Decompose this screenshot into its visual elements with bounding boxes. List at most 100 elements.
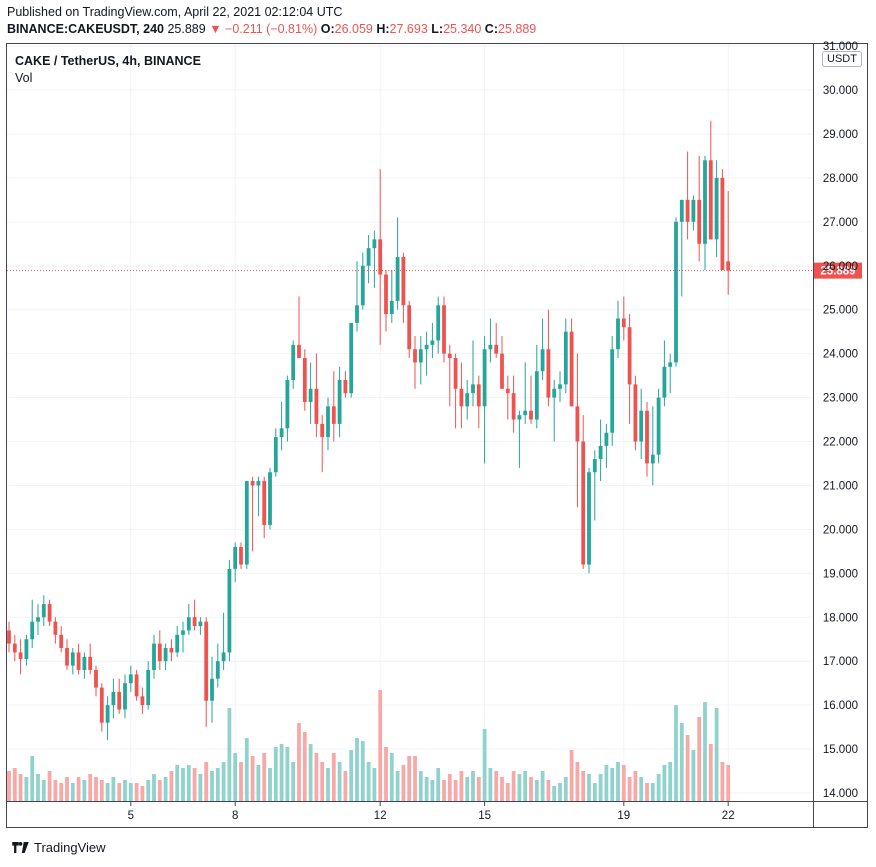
time-tick-label: 12 xyxy=(374,810,387,822)
price-tick-label: 23.000 xyxy=(823,393,858,405)
volume-bar xyxy=(616,762,620,801)
volume-bar xyxy=(53,780,58,801)
volume-bar xyxy=(302,732,307,801)
candle-body xyxy=(511,393,516,420)
last-price-badge-bg xyxy=(814,262,862,279)
candle-body xyxy=(30,621,35,640)
close-label: C: xyxy=(484,22,498,36)
volume-bars xyxy=(7,690,731,801)
volume-bar xyxy=(204,762,209,801)
last-price-line: 25.889 xyxy=(7,262,862,279)
volume-bar xyxy=(552,786,557,801)
volume-bar xyxy=(517,774,522,801)
candle-body xyxy=(88,656,93,670)
price-axis: 14.000 15.000 16.000 17.000 18.000 19.000 20.0… xyxy=(823,41,858,800)
chart-legend-title: CAKE / TetherUS, 4h, BINANCE xyxy=(15,54,201,68)
candle-body xyxy=(720,177,725,271)
price-tick-label: 19.000 xyxy=(823,568,858,580)
time-tick-label: 22 xyxy=(722,810,735,822)
volume-bar xyxy=(633,771,638,801)
volume-bar xyxy=(30,756,35,801)
volume-bar xyxy=(703,702,707,801)
volume-bar xyxy=(76,777,81,801)
candle-body xyxy=(186,617,191,631)
candle-body xyxy=(424,344,429,350)
volume-bar xyxy=(679,723,684,801)
low-value: 25.340 xyxy=(443,22,482,36)
price-tick-label: 26.000 xyxy=(823,261,858,273)
candle-body xyxy=(639,410,644,442)
price-change: −0.211 (−0.81%) xyxy=(225,22,318,36)
candle-body xyxy=(662,366,667,398)
volume-bar xyxy=(41,780,46,801)
candle-body xyxy=(7,630,11,644)
candle-body xyxy=(505,388,510,394)
candle-body xyxy=(215,661,220,679)
volume-bar xyxy=(482,729,487,801)
price-tick-label: 29.000 xyxy=(823,129,858,141)
published-line: Published on TradingView.com, April 22, … xyxy=(7,5,343,19)
symbol-label: BINANCE:CAKEUSDT, 240 xyxy=(7,22,164,36)
open-label: O: xyxy=(320,22,335,36)
volume-bar xyxy=(418,771,423,801)
candle-body xyxy=(82,656,87,670)
candle-body xyxy=(117,691,122,710)
candle-body xyxy=(326,406,330,438)
price-tick-label: 14.000 xyxy=(823,788,858,800)
volume-bar xyxy=(175,765,180,801)
candle-body xyxy=(726,261,731,271)
volume-bar xyxy=(720,762,725,801)
volume-bar xyxy=(708,744,713,801)
volume-bar xyxy=(372,768,377,801)
volume-bar xyxy=(575,762,580,801)
volume-bar xyxy=(697,717,702,801)
volume-bar xyxy=(181,768,185,801)
volume-bar xyxy=(99,780,104,801)
candle-body xyxy=(465,393,470,407)
volume-bar xyxy=(36,774,40,801)
volume-bar xyxy=(511,771,516,801)
candle-body xyxy=(134,674,139,697)
candle-body xyxy=(447,353,452,359)
candle-body xyxy=(59,634,64,649)
candle-body xyxy=(70,652,75,666)
candle-body xyxy=(285,379,290,429)
volume-bar xyxy=(349,750,354,801)
candle-body xyxy=(621,318,626,328)
candle-body xyxy=(157,643,162,662)
candle-body xyxy=(563,331,568,385)
candle-body xyxy=(558,384,562,389)
candle-body xyxy=(471,384,475,394)
footer-brand[interactable]: TradingView xyxy=(12,840,106,855)
volume-bar xyxy=(239,762,243,801)
candle-body xyxy=(650,454,655,464)
candle-body xyxy=(24,639,29,659)
volume-bar xyxy=(186,765,191,801)
candle-body xyxy=(360,265,365,306)
volume-bar xyxy=(436,768,441,801)
candle-body xyxy=(297,344,301,359)
volume-bar xyxy=(587,774,591,801)
time-tick-label: 15 xyxy=(478,810,491,822)
candle-body xyxy=(355,305,359,323)
price-tick-label: 25.000 xyxy=(823,305,858,317)
volume-bar xyxy=(668,762,673,801)
candle-body xyxy=(343,379,348,394)
candle-body xyxy=(691,199,696,222)
volume-bar xyxy=(505,783,510,801)
volume-bar xyxy=(134,783,139,801)
volume-bar xyxy=(117,783,122,801)
volume-bar xyxy=(598,774,603,801)
volume-bar xyxy=(430,780,435,801)
candle-body xyxy=(598,445,603,460)
candle-body xyxy=(227,568,232,653)
volume-bar xyxy=(558,783,562,801)
currency-badge[interactable]: USDT xyxy=(822,51,862,67)
candle-body xyxy=(708,160,713,240)
volume-bar xyxy=(105,783,110,801)
volume-bar xyxy=(395,771,400,801)
volume-bar xyxy=(453,780,458,801)
volume-bar xyxy=(627,777,632,801)
candle-body xyxy=(552,388,557,398)
